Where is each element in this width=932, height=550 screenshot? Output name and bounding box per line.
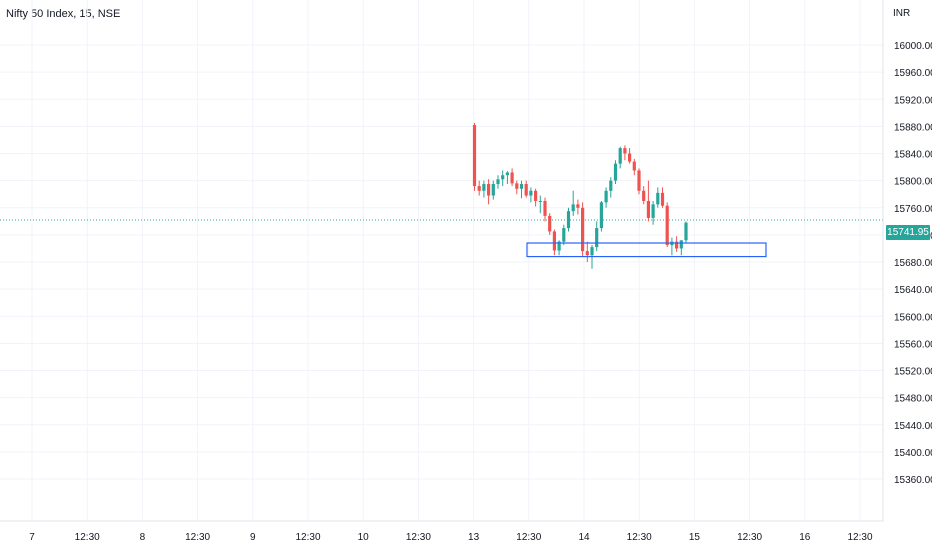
candle [642,186,646,205]
candle [524,180,528,198]
candle [609,177,613,198]
y-tick-label: 15480.00 [894,394,932,405]
price-axis[interactable]: 16000.00 15960.00 15920.00 15880.00 15840.00… [882,0,932,521]
y-tick-label: 15560.00 [894,339,932,350]
x-tick-label: 12:30 [627,532,652,543]
x-tick-label: 7 [29,532,35,543]
y-tick-label: 15400.00 [894,448,932,459]
candle [581,202,585,257]
candle [618,146,622,169]
y-tick-label: 15640.00 [894,285,932,296]
candle [656,187,660,208]
x-tick-label: 12:30 [406,532,431,543]
candles-layer [472,122,688,269]
candle [665,202,669,248]
candle [623,145,627,161]
candle [538,195,542,214]
candle [487,179,491,205]
x-tick-label: 12:30 [185,532,210,543]
y-tick-label: 15880.00 [894,122,932,133]
candle [491,180,495,200]
candle [646,180,650,222]
candle [562,224,566,246]
candle [684,221,688,244]
candle [566,207,571,232]
y-tick-label: 15800.00 [894,177,932,188]
x-tick-label: 12:30 [75,532,100,543]
x-tick-label: 14 [578,532,590,543]
candle [505,171,509,185]
x-tick-label: 12:30 [295,532,320,543]
candle [529,187,533,203]
candle [613,160,618,185]
candle [628,148,632,164]
x-tick-label: 13 [468,532,480,543]
x-tick-label: 15 [689,532,701,543]
candle [660,187,665,208]
time-axis[interactable]: 7 12:30 8 12:30 9 12:30 10 12:30 13 12:30 14 12:30 1… [0,520,883,543]
candle [552,229,556,256]
candle [534,188,538,207]
candle [632,158,636,176]
zone-rectangle[interactable] [526,242,767,258]
x-tick-label: 12:30 [737,532,762,543]
x-tick-label: 16 [799,532,811,543]
candle [510,168,514,187]
y-tick-label: 15920.00 [894,95,932,106]
candle [585,241,589,262]
y-tick-label: 15760.00 [894,204,932,215]
candle [519,180,524,199]
candle [543,197,547,222]
candle [576,199,580,215]
candle [571,190,575,216]
y-tick-label: 15440.00 [894,421,932,432]
x-tick-label: 12:30 [516,532,541,543]
candle [548,213,552,235]
candle [515,180,519,195]
y-tick-label: 15600.00 [894,312,932,323]
candle [670,237,674,256]
candle [651,200,655,225]
x-tick-label: 8 [140,532,146,543]
candle [501,170,505,187]
candle [675,236,679,252]
last-price-tag: 15741.95 [886,225,930,240]
x-tick-label: 10 [358,532,370,543]
candle [637,168,641,195]
candle [595,221,599,252]
x-tick-label: 12:30 [847,532,872,543]
candle [496,175,500,189]
y-tick-label: 15520.00 [894,367,932,378]
y-tick-label: 16000.00 [894,41,932,52]
symbol-title[interactable]: Nifty 50 Index, 15, NSE [6,8,121,20]
candle [472,122,477,191]
candle [482,180,486,198]
chart-grid [0,0,883,521]
currency-label: INR [893,8,911,19]
y-tick-label: 15360.00 [894,475,932,486]
x-tick-label: 9 [250,532,256,543]
y-tick-label: 15840.00 [894,150,932,161]
y-tick-label: 15680.00 [894,258,932,269]
y-tick-label: 15960.00 [894,68,932,79]
candle [477,180,481,196]
candle [604,187,608,208]
candle [599,200,603,232]
